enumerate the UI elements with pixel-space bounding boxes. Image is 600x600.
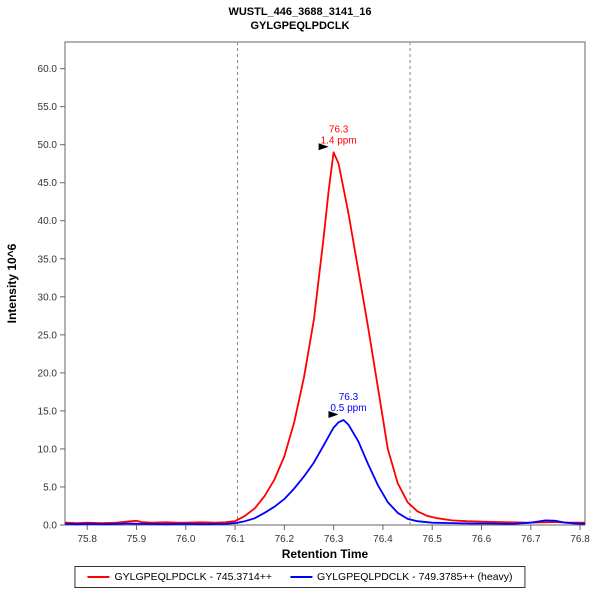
svg-text:0.5 ppm: 0.5 ppm <box>330 403 366 414</box>
svg-text:76.4: 76.4 <box>373 534 393 545</box>
svg-text:1.4 ppm: 1.4 ppm <box>321 135 357 146</box>
svg-text:76.6: 76.6 <box>472 534 492 545</box>
svg-text:5.0: 5.0 <box>43 482 57 493</box>
svg-text:25.0: 25.0 <box>38 330 58 341</box>
legend-label-heavy: GYLGPEQLPDCLK - 749.3785++ (heavy) <box>317 571 513 583</box>
svg-text:0.0: 0.0 <box>43 521 57 532</box>
svg-text:50.0: 50.0 <box>38 140 58 151</box>
legend-item-light: GYLGPEQLPDCLK - 745.3714++ <box>87 571 272 583</box>
legend: GYLGPEQLPDCLK - 745.3714++ GYLGPEQLPDCLK… <box>74 566 526 588</box>
svg-text:76.2: 76.2 <box>275 534 295 545</box>
svg-text:76.3: 76.3 <box>324 534 344 545</box>
svg-text:76.3: 76.3 <box>339 392 359 403</box>
svg-text:76.3: 76.3 <box>329 124 349 135</box>
svg-text:55.0: 55.0 <box>38 102 58 113</box>
svg-text:35.0: 35.0 <box>38 254 58 265</box>
blue-line-swatch <box>290 576 313 578</box>
svg-text:75.8: 75.8 <box>77 534 97 545</box>
svg-text:Intensity 10^6: Intensity 10^6 <box>5 243 19 323</box>
svg-text:15.0: 15.0 <box>38 406 58 417</box>
legend-item-heavy: GYLGPEQLPDCLK - 749.3785++ (heavy) <box>290 571 513 583</box>
legend-label-light: GYLGPEQLPDCLK - 745.3714++ <box>114 571 273 583</box>
svg-text:20.0: 20.0 <box>38 368 58 379</box>
svg-text:Retention Time: Retention Time <box>282 547 369 561</box>
svg-text:10.0: 10.0 <box>38 444 58 455</box>
svg-text:30.0: 30.0 <box>38 292 58 303</box>
svg-text:76.8: 76.8 <box>570 534 590 545</box>
svg-text:60.0: 60.0 <box>38 64 58 75</box>
svg-text:45.0: 45.0 <box>38 178 58 189</box>
svg-text:76.7: 76.7 <box>521 534 541 545</box>
svg-text:76.5: 76.5 <box>422 534 442 545</box>
red-line-swatch <box>87 576 110 578</box>
chart-subtitle: GYLGPEQLPDCLK <box>250 20 350 32</box>
chart-title: WUSTL_446_3688_3141_16 <box>228 6 372 18</box>
svg-text:75.9: 75.9 <box>127 534 147 545</box>
svg-text:76.1: 76.1 <box>225 534 245 545</box>
svg-text:76.0: 76.0 <box>176 534 196 545</box>
svg-text:40.0: 40.0 <box>38 216 58 227</box>
